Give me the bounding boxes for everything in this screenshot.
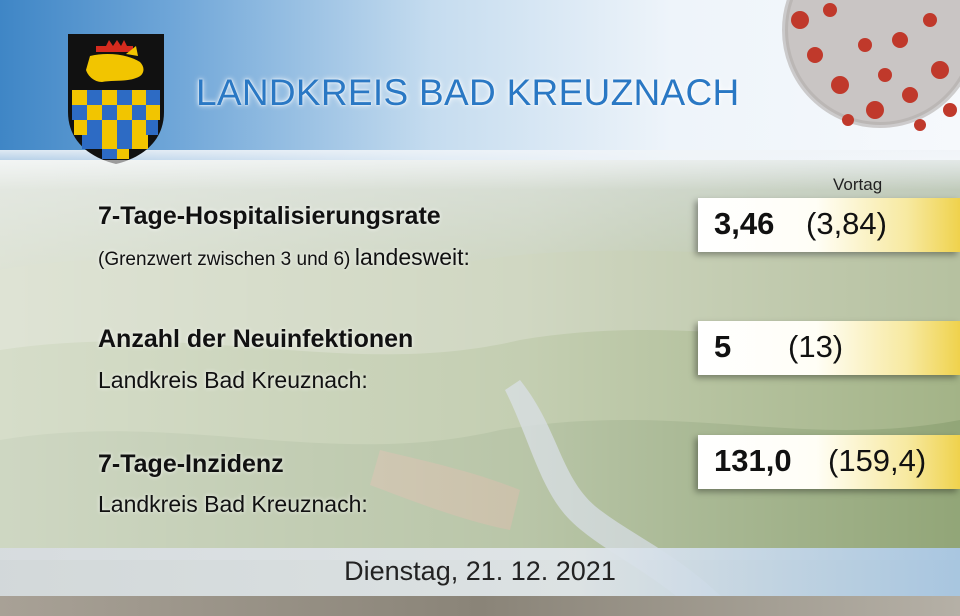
metric-sub-incidence: Landkreis Bad Kreuznach: <box>98 491 368 517</box>
foreground-rocks <box>0 596 960 616</box>
metric-sub-new-infections: Landkreis Bad Kreuznach: <box>98 367 368 393</box>
value-box-new-infections: 5 (13) <box>698 321 960 375</box>
coat-of-arms-icon <box>68 34 164 164</box>
metric-label-incidence: 7-Tage-Inzidenz <box>98 450 284 478</box>
threshold-note: (Grenzwert zwischen 3 und 6) <box>98 249 351 270</box>
metric-label-hospitalization: 7-Tage-Hospitalisierungsrate <box>98 202 441 230</box>
current-value: 131,0 <box>714 443 792 478</box>
previous-value: (159,4) <box>828 443 927 478</box>
page-title: LANDKREIS BAD KREUZNACH <box>196 72 740 113</box>
footer-date-bar: Dienstag, 21. 12. 2021 <box>0 548 960 596</box>
value-box-hospitalization: 3,46 (3,84) <box>698 198 960 252</box>
report-date: Dienstag, 21. 12. 2021 <box>344 556 616 586</box>
metric-sub-hospitalization: (Grenzwert zwischen 3 und 6) landesweit: <box>98 244 470 271</box>
metric-label-new-infections: Anzahl der Neuinfektionen <box>98 325 414 353</box>
previous-value: (3,84) <box>806 206 887 241</box>
coronavirus-icon <box>782 0 960 131</box>
column-header-previous-day: Vortag <box>833 175 883 194</box>
scope-label: landesweit: <box>354 244 470 270</box>
previous-value: (13) <box>788 329 844 364</box>
current-value: 3,46 <box>714 206 775 241</box>
current-value: 5 <box>714 329 732 364</box>
value-box-incidence: 131,0 (159,4) <box>698 435 960 489</box>
